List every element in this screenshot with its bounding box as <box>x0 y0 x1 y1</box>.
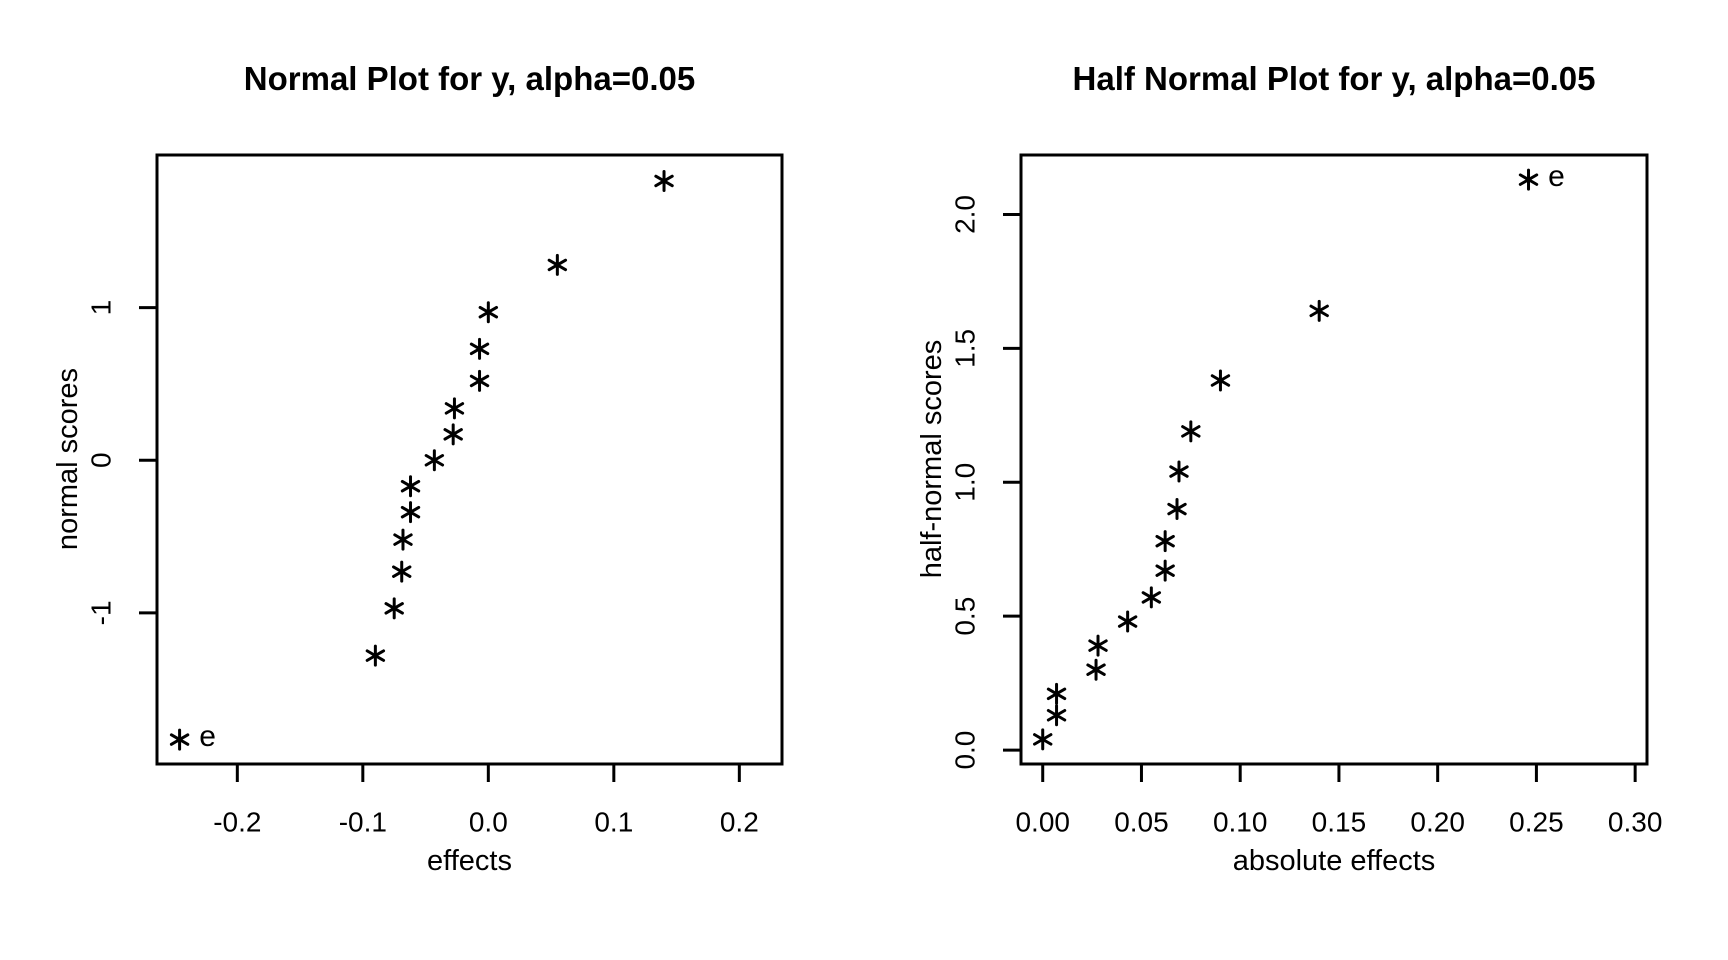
x-tick-label: -0.1 <box>339 807 387 838</box>
star-arm <box>444 402 465 415</box>
star-arm <box>1088 639 1108 652</box>
left-y-axis-label: normal scores <box>51 367 84 551</box>
data-point-star <box>424 449 445 472</box>
data-point-star <box>469 369 490 392</box>
star-arm <box>1046 709 1067 722</box>
star-arm <box>424 454 445 467</box>
star-arm <box>1086 663 1106 676</box>
star-arm <box>393 533 413 546</box>
data-point-star <box>1033 728 1053 751</box>
star-arm <box>392 565 412 578</box>
y-tick-label: 2.0 <box>950 195 981 234</box>
star-arm <box>1169 465 1189 478</box>
plot-border <box>155 153 784 766</box>
star-arm <box>400 479 421 493</box>
data-point-star <box>1088 634 1108 657</box>
data-point-star <box>547 253 568 276</box>
data-point-star <box>1169 460 1189 483</box>
data-point-star <box>384 597 404 620</box>
data-point-star <box>1141 586 1162 609</box>
star-arm <box>1518 173 1539 186</box>
star-arm <box>1309 304 1329 318</box>
x-tick-label: 0.2 <box>720 807 759 838</box>
star-arm <box>443 428 463 441</box>
data-point-star <box>400 475 421 498</box>
y-tick-label: 0.5 <box>950 597 981 636</box>
star-arm <box>1167 502 1187 516</box>
data-point-star <box>1046 682 1067 705</box>
star-arm <box>1155 534 1175 548</box>
star-arm <box>1117 615 1138 628</box>
y-tick-label: 0 <box>86 452 117 468</box>
y-tick-label: 1.5 <box>950 329 981 368</box>
x-tick-label: 0.00 <box>1015 807 1070 838</box>
right-x-axis-label: absolute effects <box>1232 844 1436 877</box>
x-tick-label: 0.0 <box>469 807 508 838</box>
star-arm <box>400 505 421 519</box>
x-tick-label: 0.15 <box>1312 807 1367 838</box>
data-point-star <box>443 423 463 446</box>
left-chart-title: Normal Plot for y, alpha=0.05 <box>243 60 696 97</box>
data-point-star <box>1117 610 1138 633</box>
data-point-star <box>1155 530 1175 553</box>
star-arm <box>1033 733 1053 746</box>
y-tick-label: 0.0 <box>950 731 981 770</box>
star-arm <box>469 342 490 356</box>
data-point-star <box>1181 420 1201 443</box>
significant-point-label: e <box>199 720 216 753</box>
data-point-star <box>1086 658 1106 681</box>
data-point-star <box>444 397 465 420</box>
star-arm <box>384 602 404 615</box>
star-arm <box>1210 374 1231 387</box>
plot-border <box>1019 153 1649 766</box>
star-arm <box>1141 591 1162 604</box>
data-point-star <box>478 301 499 324</box>
data-point-star <box>1210 369 1231 392</box>
significant-point-label: e <box>1548 160 1565 193</box>
data-point-star <box>392 560 412 583</box>
data-point-star <box>469 337 490 360</box>
star-arm <box>1181 425 1201 438</box>
x-tick-label: -0.2 <box>213 807 261 838</box>
data-point-star <box>1518 168 1539 191</box>
y-tick-label: -1 <box>86 600 117 625</box>
data-point-star <box>1167 498 1187 521</box>
data-point-star <box>365 644 386 667</box>
left-x-axis-label: effects <box>427 844 512 877</box>
star-arm <box>654 174 674 188</box>
x-tick-label: 0.30 <box>1608 807 1663 838</box>
x-tick-label: 0.20 <box>1410 807 1465 838</box>
data-point-star <box>400 501 421 524</box>
star-arm <box>365 649 386 662</box>
right-chart-title: Half Normal Plot for y, alpha=0.05 <box>1072 60 1596 97</box>
data-point-star <box>1309 299 1329 322</box>
y-tick-label: 1 <box>86 300 117 316</box>
x-tick-label: 0.1 <box>594 807 633 838</box>
x-tick-label: 0.25 <box>1509 807 1564 838</box>
data-point-star <box>169 728 190 751</box>
data-point-star <box>1046 704 1067 727</box>
star-arm <box>478 305 499 319</box>
x-tick-label: 0.10 <box>1213 807 1268 838</box>
star-arm <box>547 258 568 272</box>
right-y-axis-label: half-normal scores <box>915 339 948 579</box>
x-tick-label: 0.05 <box>1114 807 1169 838</box>
data-point-star <box>654 169 674 192</box>
star-arm <box>1046 687 1067 701</box>
star-arm <box>169 733 190 746</box>
star-arm <box>469 374 490 388</box>
y-tick-label: 1.0 <box>950 463 981 502</box>
star-arm <box>1155 564 1175 577</box>
data-point-star <box>393 528 413 551</box>
data-point-star <box>1155 559 1175 582</box>
